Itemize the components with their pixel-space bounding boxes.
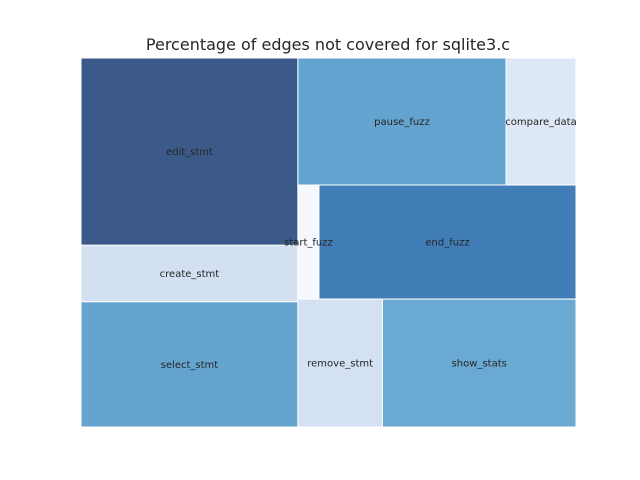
tile-edit-stmt bbox=[80, 57, 299, 246]
tile-label-start-fuzz: start_fuzz bbox=[284, 238, 333, 249]
tile-create-stmt bbox=[80, 244, 299, 303]
treemap-tiles bbox=[80, 57, 577, 428]
tile-label-select-stmt: select_stmt bbox=[161, 360, 219, 371]
tile-select-stmt bbox=[80, 301, 299, 428]
chart-title: Percentage of edges not covered for sqli… bbox=[146, 35, 510, 54]
tile-label-show-stats: show_stats bbox=[452, 359, 507, 370]
tile-end-fuzz bbox=[318, 184, 577, 300]
tile-label-edit-stmt: edit_stmt bbox=[166, 147, 213, 158]
tile-label-pause-fuzz: pause_fuzz bbox=[374, 117, 430, 128]
tile-label-create-stmt: create_stmt bbox=[160, 269, 220, 280]
tile-label-end-fuzz: end_fuzz bbox=[425, 238, 469, 249]
treemap-labels: edit_stmt create_stmt select_stmt pause_fuz… bbox=[160, 117, 577, 371]
tile-label-compare-data: compare_data bbox=[505, 117, 576, 128]
tile-label-remove-stmt: remove_stmt bbox=[307, 359, 373, 370]
tile-pause-fuzz bbox=[297, 57, 507, 186]
tile-show-stats bbox=[381, 298, 577, 428]
tile-remove-stmt bbox=[297, 298, 383, 428]
